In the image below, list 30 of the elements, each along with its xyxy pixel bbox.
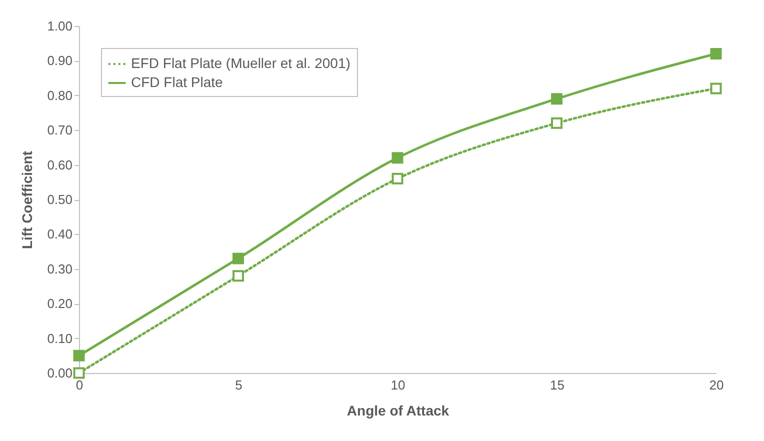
x-tick-label: 20 [709,378,724,392]
point [392,152,404,164]
point [73,367,85,379]
point [392,172,404,184]
y-tick-label: 1.00 [47,18,72,34]
y-tick-label: 0.80 [47,88,72,103]
y-tick-label: 0.90 [47,53,72,68]
x-tick-label: 5 [235,378,242,392]
y-tick-label: 0.50 [47,192,72,207]
y-tick-label: 0.20 [47,296,72,312]
point [710,48,722,60]
y-tick-label: 0.10 [47,330,72,346]
y-tick-label: 0.40 [47,226,72,242]
point [710,82,722,94]
y-tick-label: 0.60 [47,157,72,172]
y-tick-label: 0.70 [47,122,72,138]
x-tick-label: 10 [390,378,406,392]
point [551,117,562,129]
y-tick-label: 0.30 [47,261,72,276]
x-tick-label: 15 [550,378,564,392]
x-axis-title: Angle of Attack [346,402,450,418]
y-tick-label: 0.00 [47,366,72,380]
point [232,270,244,282]
point [551,93,562,105]
point [232,252,244,264]
legend-label: CFD Flat Plate [131,74,224,90]
y-axis-title: Lift Coefficient [19,150,36,249]
legend-label: EFD Flat Plate (Mueller et al. 2001) [131,55,350,71]
x-tick-label: 0 [76,378,84,392]
point [73,350,85,362]
